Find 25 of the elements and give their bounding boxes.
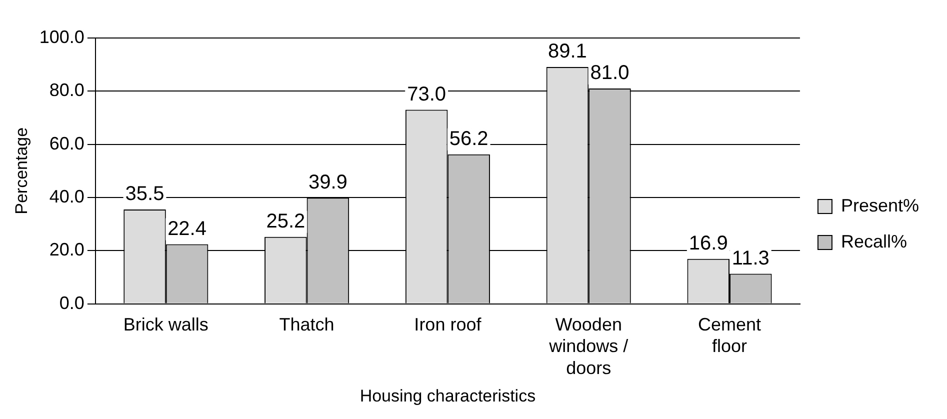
data-label: 73.0 xyxy=(407,83,446,106)
x-tick-label: Wooden windows / doors xyxy=(548,314,628,378)
x-axis-title: Housing characteristics xyxy=(360,386,536,406)
data-label: 25.2 xyxy=(266,210,306,232)
y-tick-label: 0.0 xyxy=(59,292,84,313)
data-label: 16.9 xyxy=(688,232,728,254)
data-label: 89.1 xyxy=(548,40,587,62)
data-label: 56.2 xyxy=(449,128,488,150)
data-label: 81.0 xyxy=(590,62,630,84)
data-label: 39.9 xyxy=(308,171,348,194)
y-axis-title: Percentage xyxy=(12,127,31,214)
x-tick-label: Brick walls xyxy=(123,314,208,335)
x-tick-label: Iron roof xyxy=(414,314,482,335)
y-tick-label: 40.0 xyxy=(49,186,84,206)
data-label: 35.5 xyxy=(125,182,164,205)
data-label: 11.3 xyxy=(732,247,770,270)
legend-label: Recall% xyxy=(840,231,907,252)
y-tick-label: 60.0 xyxy=(49,133,84,154)
x-tick-label: Cement floor xyxy=(698,314,762,356)
y-tick-label: 20.0 xyxy=(49,240,84,260)
y-tick-label: 100.0 xyxy=(39,26,84,47)
legend-label: Present% xyxy=(840,195,920,216)
y-tick-label: 80.0 xyxy=(49,80,84,100)
data-label: 22.4 xyxy=(168,218,206,240)
x-tick-label: Thatch xyxy=(279,314,334,335)
